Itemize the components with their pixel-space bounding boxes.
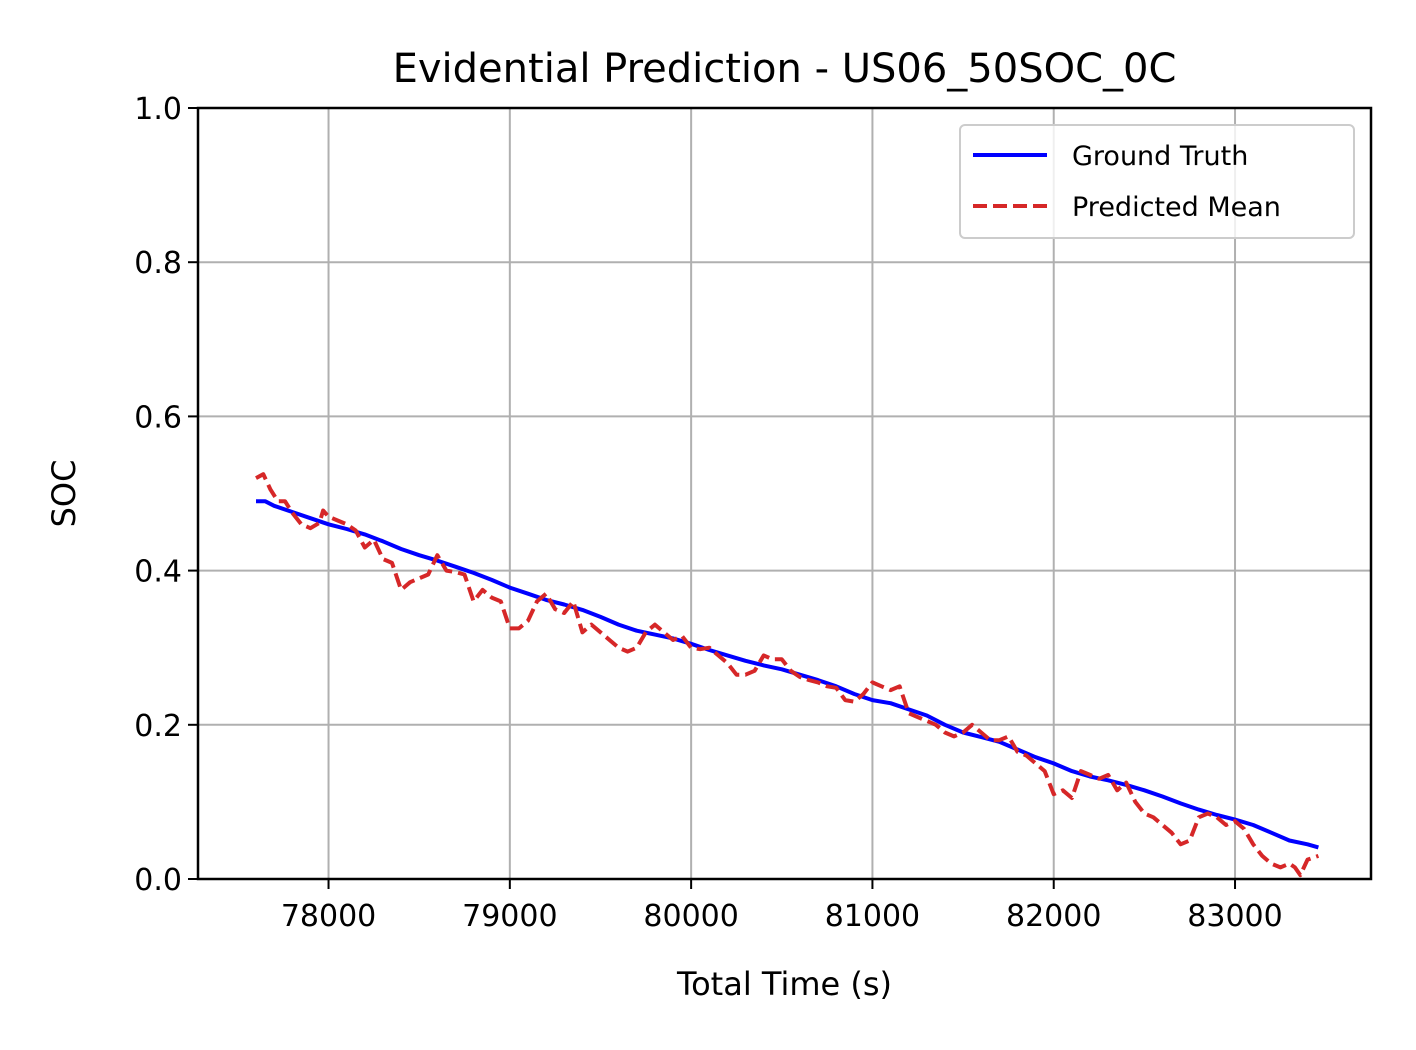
legend-box	[959, 124, 1355, 239]
legend-label-ground-truth: Ground Truth	[1072, 141, 1248, 172]
x-tick-label: 83000	[1187, 899, 1282, 934]
chart-title: Evidential Prediction - US06_50SOC_0C	[393, 46, 1177, 92]
x-tick-label: 82000	[1006, 899, 1101, 934]
plot-frame	[196, 106, 1373, 881]
x-axis-label: Total Time (s)	[676, 965, 892, 1003]
y-tick-label: 1.0	[134, 92, 182, 127]
x-tick-label: 78000	[281, 899, 376, 934]
ticks: 78000 79000 80000 81000 82000 83000 0.0 0.2 0.4 0…	[134, 92, 1282, 934]
y-tick-label: 0.4	[134, 555, 182, 590]
y-tick-label: 0.8	[134, 246, 182, 281]
series-line-predicted-mean	[255, 472, 1320, 878]
y-tick-label: 0.6	[134, 400, 182, 435]
x-tick-label: 79000	[462, 899, 557, 934]
grid	[198, 107, 1371, 880]
x-tick-label: 81000	[825, 899, 920, 934]
y-tick-label: 0.2	[134, 709, 182, 744]
series-group	[255, 472, 1320, 878]
y-tick-label: 0.0	[134, 863, 182, 898]
x-tick-label: 80000	[643, 899, 738, 934]
legend-label-predicted-mean: Predicted Mean	[1072, 192, 1281, 223]
y-axis-label: SOC	[45, 460, 83, 528]
series-line-ground-truth	[256, 499, 1319, 850]
legend: Ground Truth Predicted Mean	[959, 124, 1355, 239]
